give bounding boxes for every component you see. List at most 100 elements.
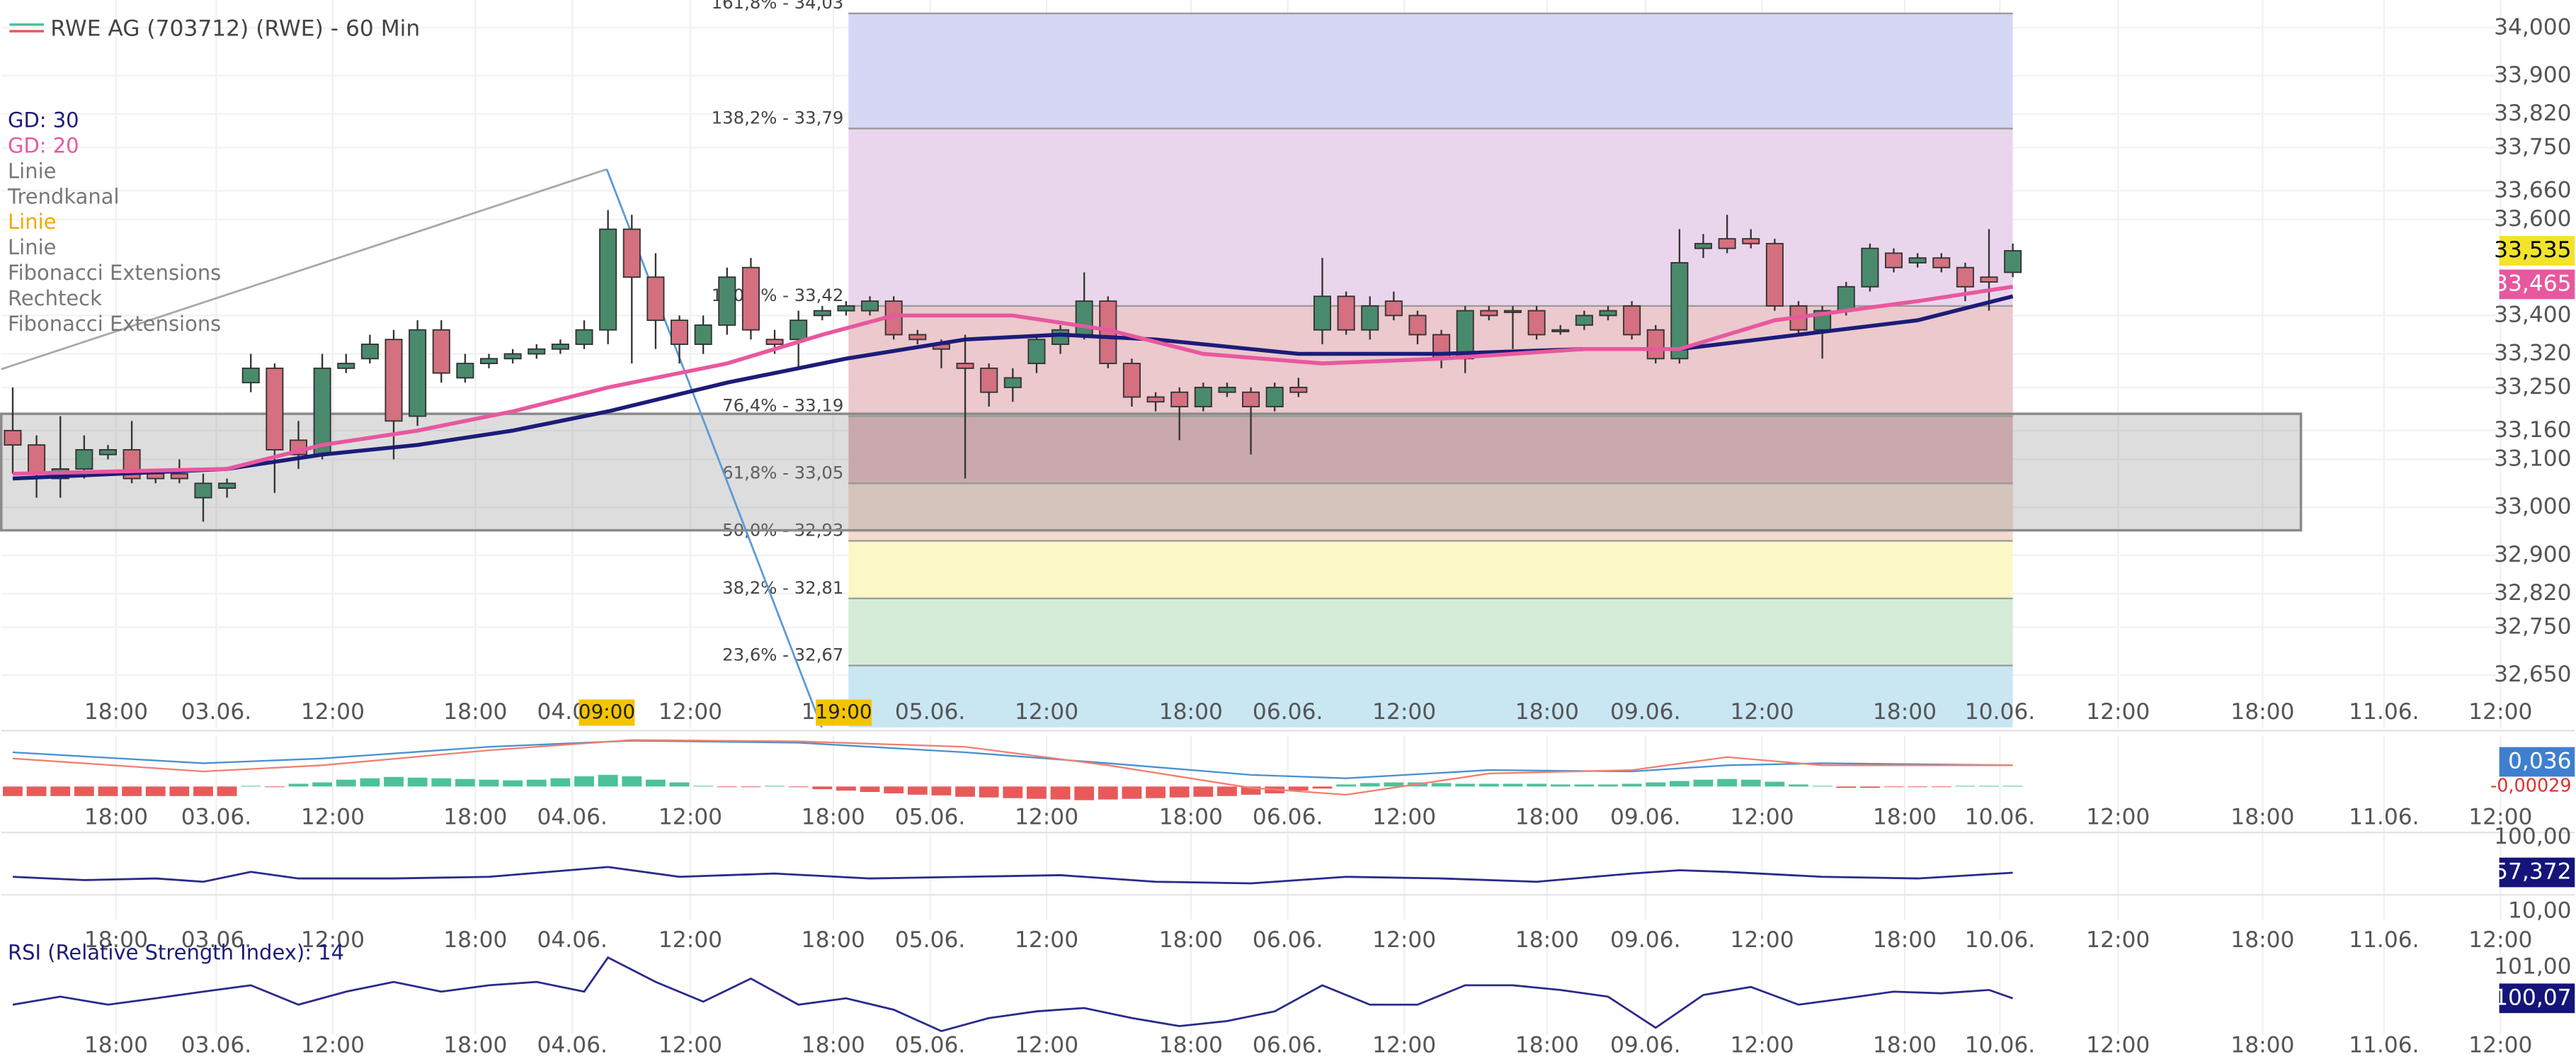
histogram-bar <box>26 786 47 796</box>
fib-band <box>848 305 2013 417</box>
candle-body <box>1599 310 1617 317</box>
candle-body <box>1075 300 1093 336</box>
candle-body <box>2004 250 2022 273</box>
candle-body <box>837 305 855 312</box>
x-tick-label: 12:00 <box>1015 804 1078 830</box>
x-tick-label: 12:00 <box>2468 804 2532 830</box>
x-tick-label: 10.06. <box>1965 927 2036 953</box>
legend-entry: Linie <box>8 235 56 259</box>
histogram-bar <box>955 786 975 797</box>
histogram-bar <box>479 779 499 787</box>
histogram-bar <box>407 777 428 787</box>
y-tick-label: 33,600 <box>2494 206 2571 232</box>
histogram-bar <box>264 786 285 788</box>
y-tick-label: 33,320 <box>2494 341 2571 366</box>
candle-body <box>75 448 93 470</box>
x-tick-label: 03.06. <box>181 804 252 830</box>
fib-label: 23,6% - 32,67 <box>722 645 843 665</box>
histogram-bar <box>98 786 118 796</box>
histogram-bar <box>455 779 475 787</box>
x-tick-label: 09.06. <box>1610 1033 1681 1058</box>
x-tick-label: 05.06. <box>895 699 965 725</box>
legend-entry: GD: 20 <box>8 133 79 157</box>
fib-band <box>848 416 2013 484</box>
fib-band <box>848 598 2013 666</box>
histogram-bar <box>384 776 404 787</box>
series-line <box>12 956 2014 1033</box>
histogram-bar <box>1003 786 1023 798</box>
x-tick-label: 09.06. <box>1610 927 1681 953</box>
candle-body <box>1265 386 1284 407</box>
legend-entry: Fibonacci Extensions <box>8 261 221 285</box>
y-tick-label: 32,900 <box>2494 542 2571 567</box>
x-tick-label: 18:00 <box>802 927 865 953</box>
x-tick-label: 03.06. <box>181 927 252 953</box>
x-tick-label: 12:00 <box>301 804 365 830</box>
x-tick-label: 18:00 <box>2230 699 2294 725</box>
candle-body <box>1313 295 1331 331</box>
y-tick-label: 33,820 <box>2494 101 2571 126</box>
histogram-bar <box>312 782 333 787</box>
histogram-bar <box>1098 786 1118 800</box>
legend-entry: Linie <box>8 159 56 183</box>
x-tick-label: 18:00 <box>2230 804 2294 830</box>
y-tick-label: 33,660 <box>2494 177 2571 203</box>
x-tick-label: 12:00 <box>1730 927 1794 953</box>
y-tick-label: 32,820 <box>2494 580 2571 606</box>
candle-body <box>28 444 46 475</box>
rectangle-drawing <box>0 412 2303 532</box>
candle-body <box>908 334 927 341</box>
candle-body <box>956 363 974 369</box>
x-tick-label: 11.06. <box>2349 1033 2420 1058</box>
histogram-bar <box>193 786 213 796</box>
candle-body <box>337 363 355 369</box>
x-tick-label: 12:00 <box>2468 1033 2532 1058</box>
candle-body <box>1146 396 1165 403</box>
y-tick-label: 33,160 <box>2494 417 2571 443</box>
x-tick-label: 12:00 <box>1015 699 1078 725</box>
y-tick-label: 33,400 <box>2494 302 2571 327</box>
candle-body <box>1027 339 1046 365</box>
candle-body <box>241 367 260 384</box>
histogram-bar <box>336 779 356 787</box>
x-tick-label: 18:00 <box>1873 699 1937 725</box>
candle-body <box>1361 305 1379 331</box>
histogram-bar <box>1217 786 1237 796</box>
x-tick-label: 12:00 <box>1015 927 1078 953</box>
x-tick-label: 12:00 <box>2086 804 2150 830</box>
histogram-bar <box>1478 783 1499 787</box>
fib-band <box>848 665 2013 728</box>
histogram-bar <box>526 779 547 787</box>
price-badge-label: 0,036 <box>2508 749 2572 774</box>
x-tick-label: 06.06. <box>1253 927 1323 953</box>
histogram-bar <box>1169 786 1190 798</box>
x-tick-label: 18:00 <box>84 699 148 725</box>
x-tick-label: 18:00 <box>443 927 507 953</box>
x-tick-label: 12:00 <box>1372 927 1436 953</box>
x-tick-label: 18:00 <box>1515 1033 1579 1058</box>
histogram-bar <box>145 786 166 796</box>
candle-body <box>266 367 284 451</box>
series-line <box>12 866 2013 885</box>
price-badge-label: 100,07 <box>2494 985 2571 1010</box>
price-badge-label: -0,00029 <box>2490 776 2572 797</box>
histogram-bar <box>1193 786 1214 797</box>
histogram-bar <box>550 778 571 787</box>
histogram-bar <box>1455 783 1476 787</box>
histogram-bar <box>74 786 94 796</box>
histogram-bar <box>1027 786 1047 799</box>
y-tick-label: 33,900 <box>2494 62 2571 88</box>
histogram-bar <box>979 786 999 798</box>
x-tick-label: 06.06. <box>1253 804 1323 830</box>
x-tick-label: 12:00 <box>301 927 365 953</box>
candle-body <box>1765 242 1784 307</box>
series-line <box>12 739 2013 796</box>
candle-body <box>1575 315 1593 326</box>
cursor-label: 19:00 <box>815 700 872 723</box>
candle-body <box>1551 329 1570 332</box>
candle-body <box>1122 363 1141 398</box>
histogram-bar <box>669 782 690 787</box>
candle-body <box>741 266 760 331</box>
candle-body <box>1052 329 1070 345</box>
histogram-bar <box>288 783 309 787</box>
